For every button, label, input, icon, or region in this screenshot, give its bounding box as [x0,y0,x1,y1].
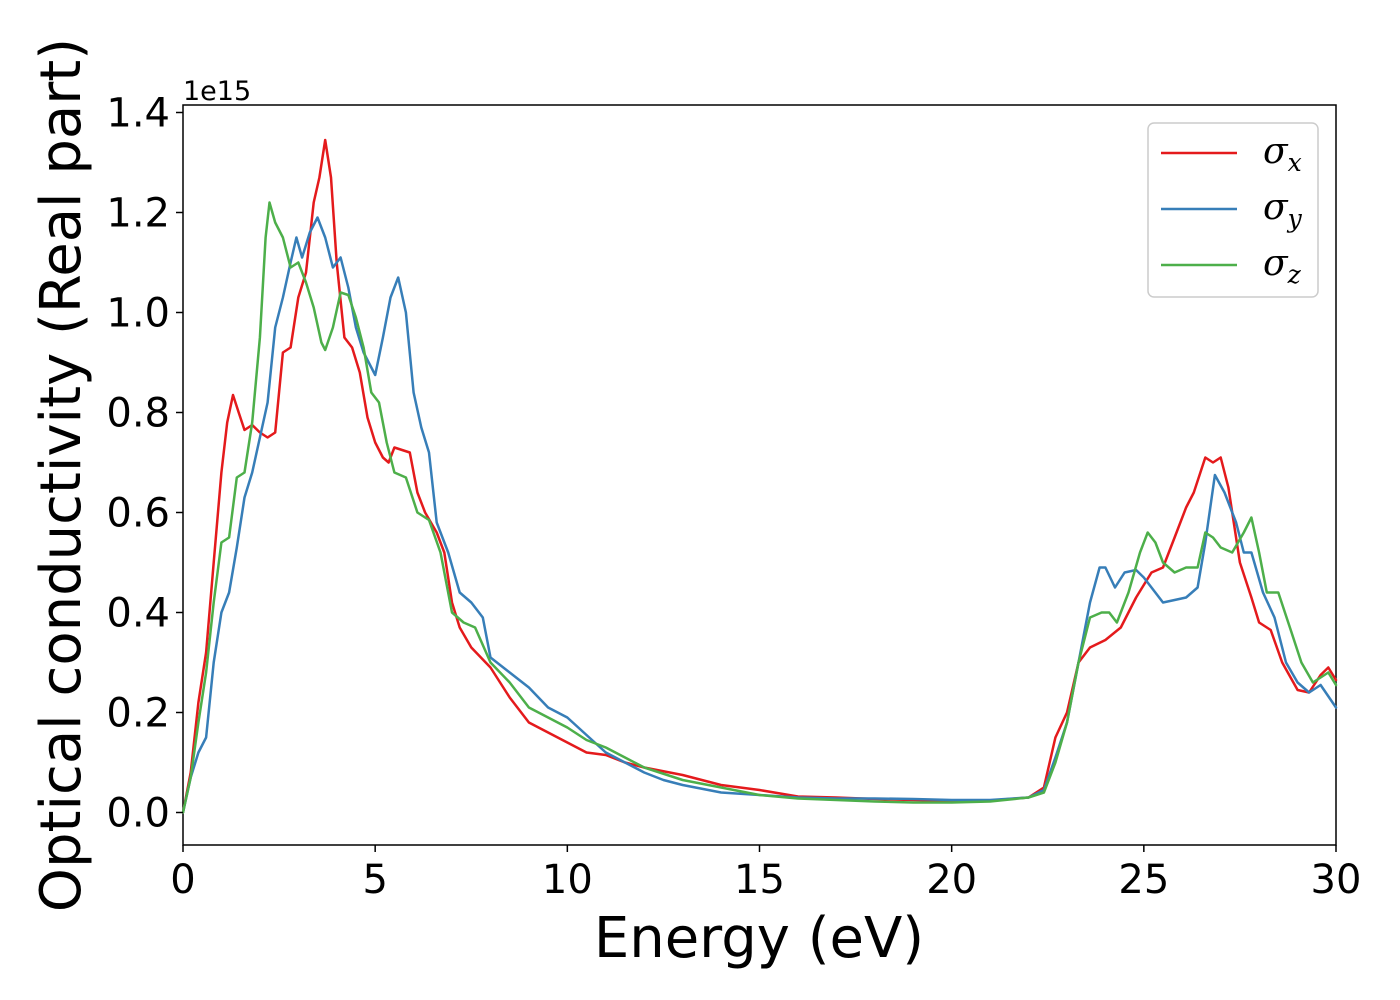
series-layer [181,138,1338,814]
x-tick-label: 30 [1311,857,1362,903]
x-axis-title: Energy (eV) [594,906,924,971]
x-tick-label: 20 [926,857,977,903]
y-tick-label: 1.2 [106,191,170,237]
y-tick-label: 0.2 [106,691,170,737]
series-line-z [181,201,1338,814]
y-tick-label: 0.0 [106,791,170,837]
legend: σx σy σz [1147,122,1319,298]
y-axis: 0.0 0.2 0.4 0.6 0.8 1.0 1.2 1.4 [106,91,183,837]
y-tick-label: 0.6 [106,491,170,537]
x-tick-label: 25 [1118,857,1169,903]
legend-label-z: σz [1263,243,1302,289]
series-line-y [181,216,1338,814]
y-tick-label: 0.8 [106,391,170,437]
x-axis: 0 5 10 15 20 25 30 [170,845,1361,903]
x-tick-label: 0 [170,857,195,903]
y-tick-label: 0.4 [106,591,170,637]
series-line-x [181,138,1338,814]
x-tick-label: 15 [734,857,785,903]
y-offset-label: 1e15 [183,76,251,107]
y-tick-label: 1.0 [106,291,170,337]
legend-label-y: σy [1263,187,1303,233]
x-tick-label: 5 [362,857,387,903]
x-tick-label: 10 [542,857,593,903]
y-axis-title: Optical conductivity (Real part) [29,38,94,912]
legend-label-x: σx [1263,131,1302,177]
y-tick-label: 1.4 [106,91,170,137]
